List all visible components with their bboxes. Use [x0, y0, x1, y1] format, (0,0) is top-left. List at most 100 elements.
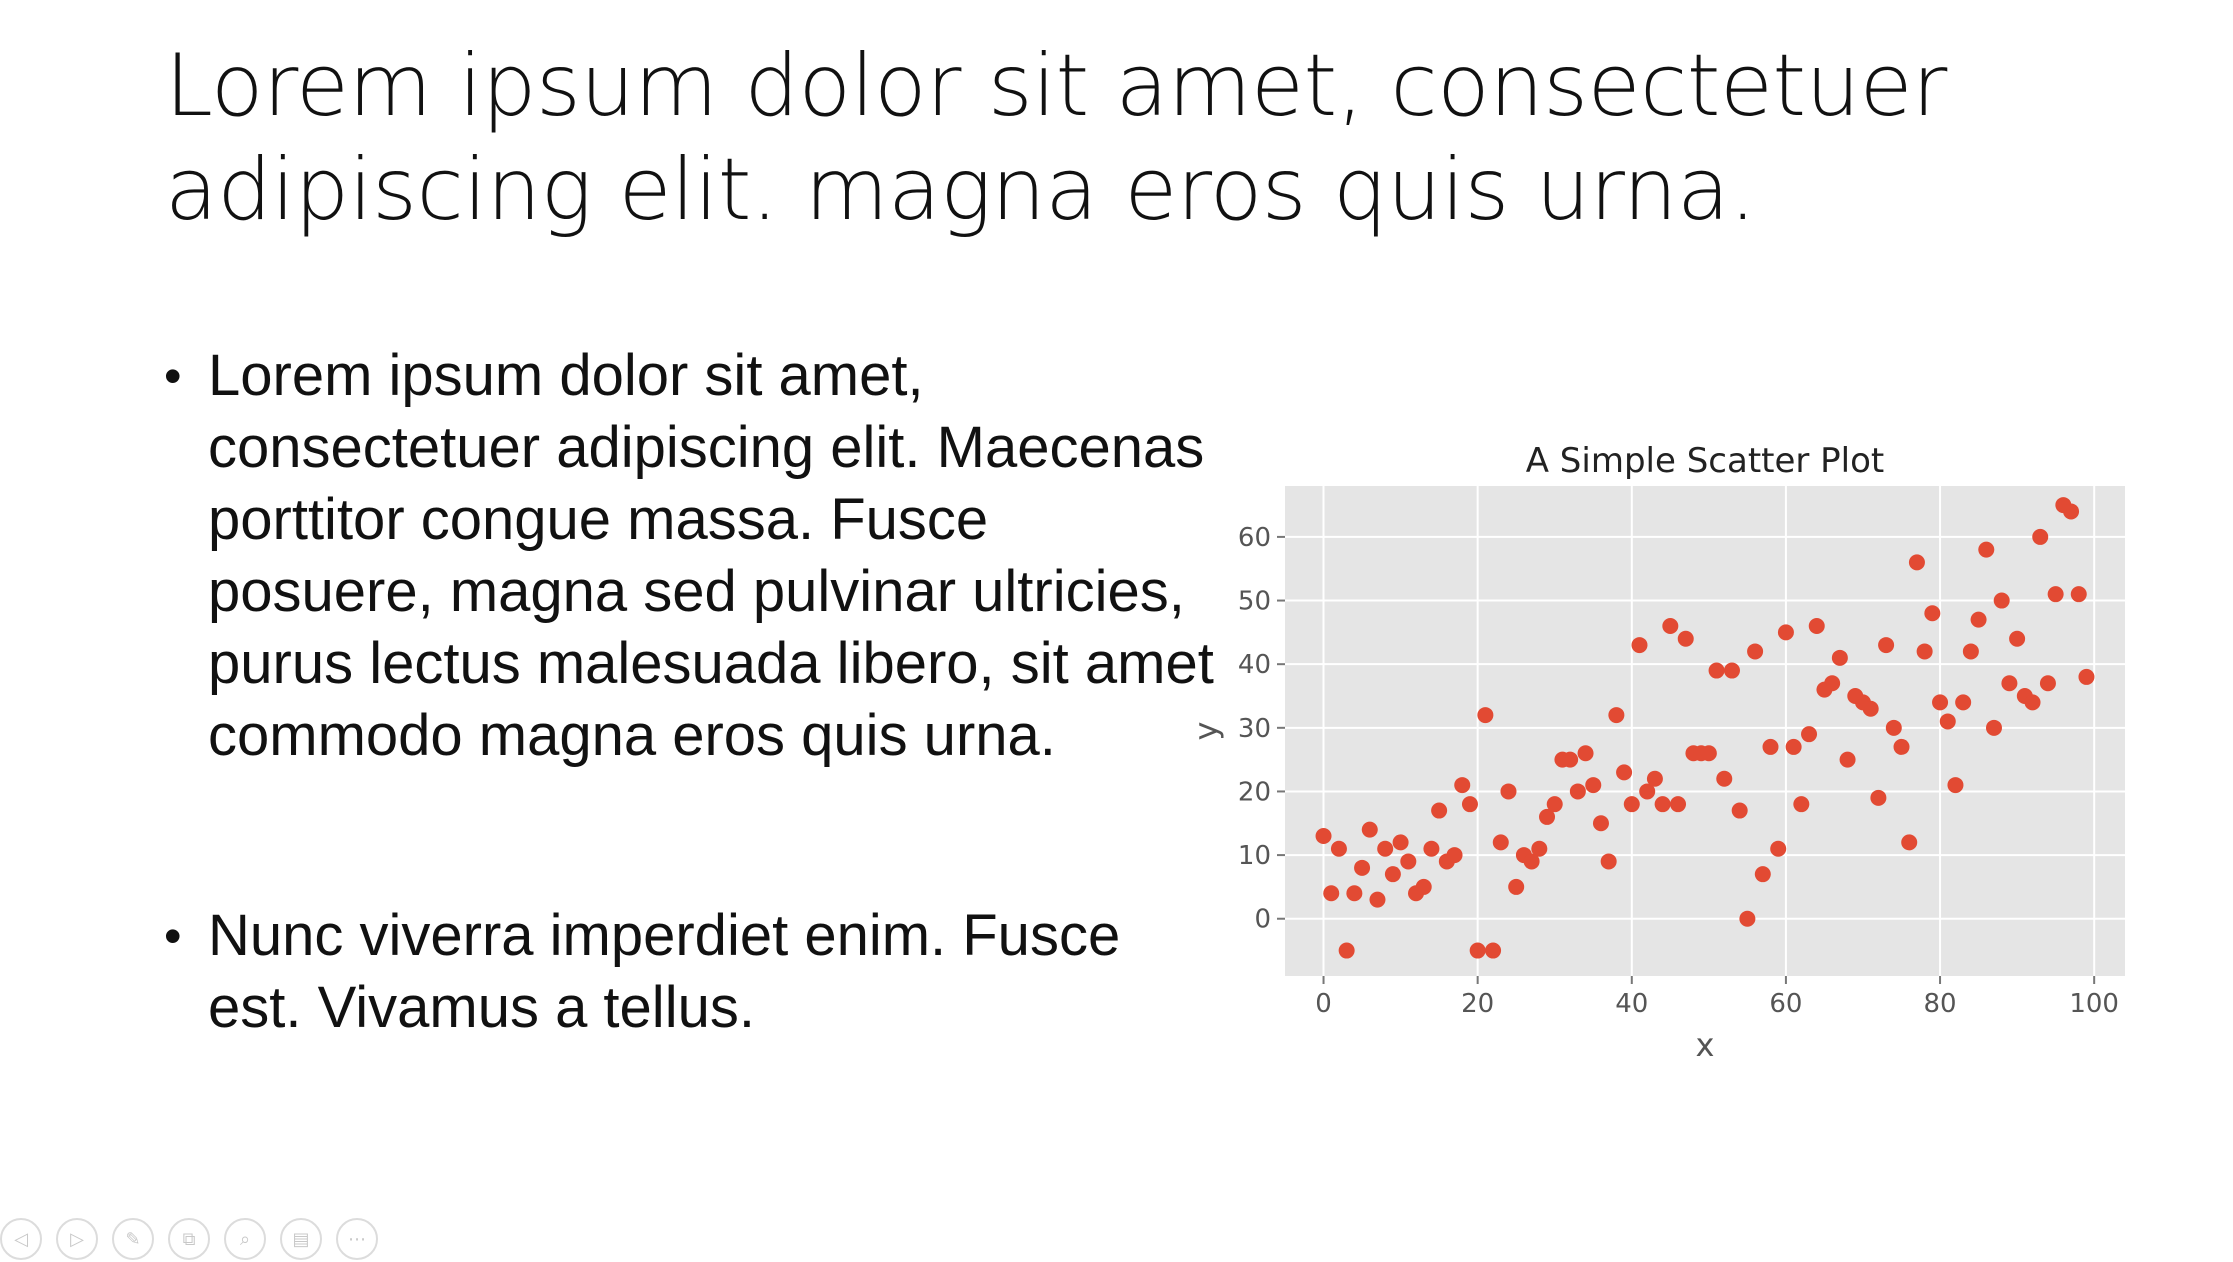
data-point — [2024, 694, 2041, 711]
scatter-chart: 0 10 20 30 40 50 60 0 20 40 60 80 100 A Simple Scatte… — [1185, 420, 2155, 1070]
data-point — [1939, 713, 1956, 730]
zoom-button[interactable]: ⌕ — [224, 1218, 266, 1260]
data-point — [1893, 738, 1910, 755]
data-point — [1469, 942, 1486, 959]
data-point — [1901, 834, 1918, 851]
data-point — [1531, 840, 1548, 857]
data-point — [1646, 770, 1663, 787]
ellipsis-icon: ⋯ — [348, 1228, 366, 1249]
scatter-chart-svg: 0 10 20 30 40 50 60 0 20 40 60 80 100 A Simple Scatte… — [1187, 441, 2125, 1064]
x-tick-label: 100 — [2069, 989, 2119, 1019]
data-point — [1801, 726, 1818, 743]
data-point — [1885, 719, 1902, 736]
data-point — [1585, 777, 1602, 794]
bullet-list: • Lorem ipsum dolor sit amet, consectetu… — [160, 340, 1220, 1044]
data-point — [1808, 618, 1825, 634]
pen-icon: ✎ — [125, 1228, 141, 1249]
data-point — [1361, 821, 1378, 838]
data-point — [1770, 840, 1787, 857]
bullet-text: Nunc viverra imperdiet enim. Fusce est. … — [208, 903, 1121, 1040]
x-tick-label: 80 — [1923, 989, 1956, 1019]
data-point — [1993, 592, 2010, 609]
data-point — [1731, 802, 1748, 819]
data-point — [1454, 777, 1471, 794]
data-point — [1985, 719, 2002, 736]
data-point — [1369, 891, 1386, 908]
pen-tool-button[interactable]: ✎ — [112, 1218, 154, 1260]
data-point — [1777, 624, 1794, 641]
data-point — [1639, 783, 1656, 800]
data-point — [1839, 751, 1856, 768]
data-point — [1716, 770, 1733, 787]
arrow-right-icon: ▷ — [70, 1228, 84, 1249]
x-tick-label: 40 — [1615, 989, 1648, 1019]
data-point — [1831, 649, 1848, 666]
y-tick-label: 10 — [1238, 841, 1271, 871]
data-point — [2047, 586, 2064, 603]
subtitles-icon: ▤ — [292, 1228, 310, 1249]
data-point — [1978, 541, 1995, 558]
data-point — [1932, 694, 1949, 711]
data-point — [1793, 796, 1810, 813]
data-point — [2039, 675, 2056, 692]
data-point — [1962, 643, 1979, 660]
data-point — [1577, 745, 1594, 762]
data-point — [1562, 751, 1579, 768]
data-point — [1785, 738, 1802, 755]
slide-title: Lorem ipsum dolor sit amet, consectetuer… — [165, 36, 1947, 240]
arrow-left-icon: ◁ — [14, 1228, 28, 1249]
x-axis-label: x — [1696, 1026, 1715, 1064]
data-point — [1708, 662, 1725, 679]
data-point — [1700, 745, 1717, 762]
magnifier-icon: ⌕ — [239, 1228, 251, 1249]
data-point — [2001, 675, 2018, 692]
data-point — [1677, 630, 1694, 647]
data-point — [1384, 866, 1401, 883]
data-point — [1400, 853, 1417, 870]
data-point — [1924, 605, 1941, 622]
data-point — [1600, 853, 1617, 870]
presentation-toolbar: ◁ ▷ ✎ ⧉ ⌕ ▤ ⋯ — [0, 1218, 378, 1262]
data-point — [1662, 618, 1679, 634]
bullet-dot-icon: • — [164, 908, 182, 964]
y-tick-label: 50 — [1238, 587, 1271, 617]
data-point — [1723, 662, 1740, 679]
data-point — [1623, 796, 1640, 813]
data-point — [1608, 707, 1625, 724]
data-point — [1654, 796, 1671, 813]
bullet-dot-icon: • — [164, 348, 182, 404]
data-point — [1477, 707, 1494, 724]
y-tick-label: 0 — [1254, 905, 1271, 935]
data-point — [1392, 834, 1409, 851]
data-point — [1824, 675, 1841, 692]
y-tick-label: 40 — [1238, 650, 1271, 680]
data-point — [1508, 878, 1525, 895]
data-point — [1492, 834, 1509, 851]
data-point — [1670, 796, 1687, 813]
previous-slide-button[interactable]: ◁ — [0, 1218, 42, 1260]
data-point — [1916, 643, 1933, 660]
data-point — [1947, 777, 1964, 794]
x-tick-label: 0 — [1315, 989, 1332, 1019]
data-point — [1569, 783, 1586, 800]
data-point — [1592, 815, 1609, 832]
data-point — [1546, 796, 1563, 813]
bullet-item: • Lorem ipsum dolor sit amet, consectetu… — [160, 340, 1220, 772]
bullet-text: Lorem ipsum dolor sit amet, consectetuer… — [208, 343, 1214, 768]
data-point — [1330, 840, 1347, 857]
see-all-slides-button[interactable]: ⧉ — [168, 1218, 210, 1260]
data-point — [1539, 808, 1556, 825]
data-point — [1500, 783, 1517, 800]
data-point — [1323, 885, 1340, 902]
y-axis-label: y — [1187, 722, 1225, 741]
subtitles-button[interactable]: ▤ — [280, 1218, 322, 1260]
data-point — [1878, 637, 1895, 654]
data-point — [1908, 554, 1925, 571]
next-slide-button[interactable]: ▷ — [56, 1218, 98, 1260]
more-options-button[interactable]: ⋯ — [336, 1218, 378, 1260]
data-point — [1970, 611, 1987, 628]
data-point — [1446, 847, 1463, 864]
x-tick-label: 20 — [1461, 989, 1494, 1019]
data-point — [1338, 942, 1355, 959]
data-point — [1431, 802, 1448, 819]
